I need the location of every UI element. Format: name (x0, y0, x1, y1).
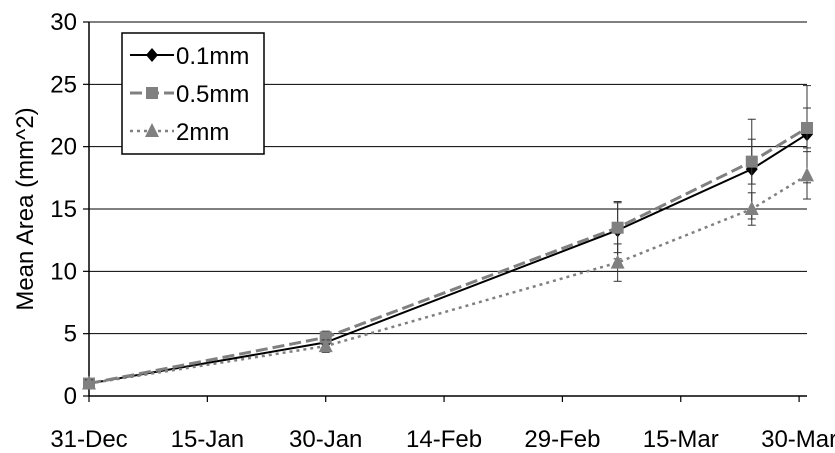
x-tick-label: 15-Mar (643, 426, 719, 453)
y-tick-label: 15 (50, 196, 77, 223)
x-tick-label: 14-Feb (406, 426, 482, 453)
legend-marker (146, 87, 158, 99)
x-tick-label: 15-Jan (171, 426, 244, 453)
y-tick-label: 5 (64, 321, 77, 348)
data-point (82, 375, 96, 390)
data-point (800, 167, 814, 182)
x-tick-label: 30-Mar (761, 426, 835, 453)
data-series (82, 85, 814, 391)
legend-item: 0.1mm (130, 43, 249, 70)
series-2mm (82, 151, 814, 390)
data-point (318, 338, 333, 353)
legend: 0.1mm 0.5mm 2mm (121, 32, 265, 155)
y-tick-label: 30 (50, 9, 77, 36)
series-line (88, 126, 808, 385)
legend-label: 2mm (176, 119, 229, 146)
legend-label: 0.1mm (176, 43, 249, 70)
data-point (610, 254, 625, 269)
axes: 0 5 10 15 20 25 30 31-Dec 15-Jan 30-Jan 14-Feb 29-F… (50, 9, 835, 453)
series-line (88, 133, 808, 385)
legend-label: 0.5mm (176, 81, 249, 108)
x-tick-label: 31-Dec (50, 426, 127, 453)
y-tick-label: 25 (50, 71, 77, 98)
x-tick-label: 30-Jan (289, 426, 362, 453)
data-point (801, 121, 813, 134)
data-point (611, 221, 624, 234)
data-point (319, 331, 332, 344)
legend-item: 0.5mm (130, 81, 249, 108)
y-axis-title: Mean Area (mm^2) (12, 107, 39, 310)
series-line (88, 174, 808, 385)
y-tick-label: 10 (50, 258, 77, 285)
y-tick-label: 20 (50, 134, 77, 161)
y-tick-label: 0 (64, 383, 77, 410)
legend-marker (145, 123, 159, 137)
x-tick-label: 29-Feb (524, 426, 600, 453)
data-point (744, 201, 759, 215)
legend-marker (146, 48, 158, 62)
legend-item: 2mm (130, 119, 229, 146)
data-point (745, 155, 758, 168)
legend-box (121, 32, 265, 155)
